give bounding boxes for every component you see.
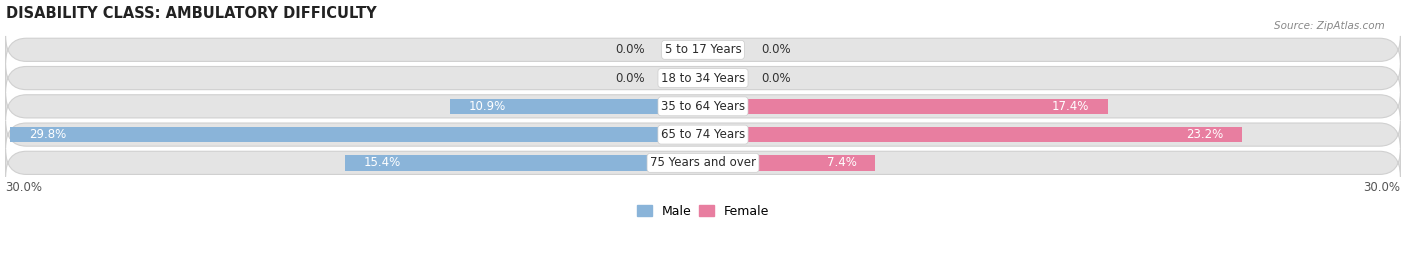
Text: 17.4%: 17.4%: [1052, 100, 1088, 113]
Text: 30.0%: 30.0%: [1364, 181, 1400, 194]
Text: 0.0%: 0.0%: [616, 43, 645, 56]
FancyBboxPatch shape: [6, 36, 1400, 64]
Bar: [693, 70, 703, 86]
Bar: [703, 99, 1108, 114]
FancyBboxPatch shape: [6, 92, 1400, 120]
Text: 5 to 17 Years: 5 to 17 Years: [665, 43, 741, 56]
Bar: [703, 70, 713, 86]
Text: Source: ZipAtlas.com: Source: ZipAtlas.com: [1274, 21, 1385, 31]
Text: 35 to 64 Years: 35 to 64 Years: [661, 100, 745, 113]
Text: 18 to 34 Years: 18 to 34 Years: [661, 72, 745, 85]
Legend: Male, Female: Male, Female: [631, 200, 775, 223]
Text: 10.9%: 10.9%: [468, 100, 505, 113]
Text: 23.2%: 23.2%: [1187, 128, 1223, 141]
FancyBboxPatch shape: [6, 121, 1400, 148]
Text: 0.0%: 0.0%: [616, 72, 645, 85]
Text: DISABILITY CLASS: AMBULATORY DIFFICULTY: DISABILITY CLASS: AMBULATORY DIFFICULTY: [6, 6, 377, 21]
FancyBboxPatch shape: [6, 64, 1400, 92]
Bar: [693, 42, 703, 58]
Text: 65 to 74 Years: 65 to 74 Years: [661, 128, 745, 141]
Bar: [703, 155, 875, 171]
Text: 30.0%: 30.0%: [6, 181, 42, 194]
Bar: [10, 127, 703, 142]
Text: 0.0%: 0.0%: [761, 72, 790, 85]
Text: 29.8%: 29.8%: [28, 128, 66, 141]
Text: 15.4%: 15.4%: [364, 156, 401, 169]
Bar: [703, 127, 1243, 142]
Bar: [450, 99, 703, 114]
Text: 7.4%: 7.4%: [827, 156, 856, 169]
Bar: [703, 42, 713, 58]
Bar: [344, 155, 703, 171]
Text: 75 Years and over: 75 Years and over: [650, 156, 756, 169]
Text: 0.0%: 0.0%: [761, 43, 790, 56]
FancyBboxPatch shape: [6, 149, 1400, 177]
